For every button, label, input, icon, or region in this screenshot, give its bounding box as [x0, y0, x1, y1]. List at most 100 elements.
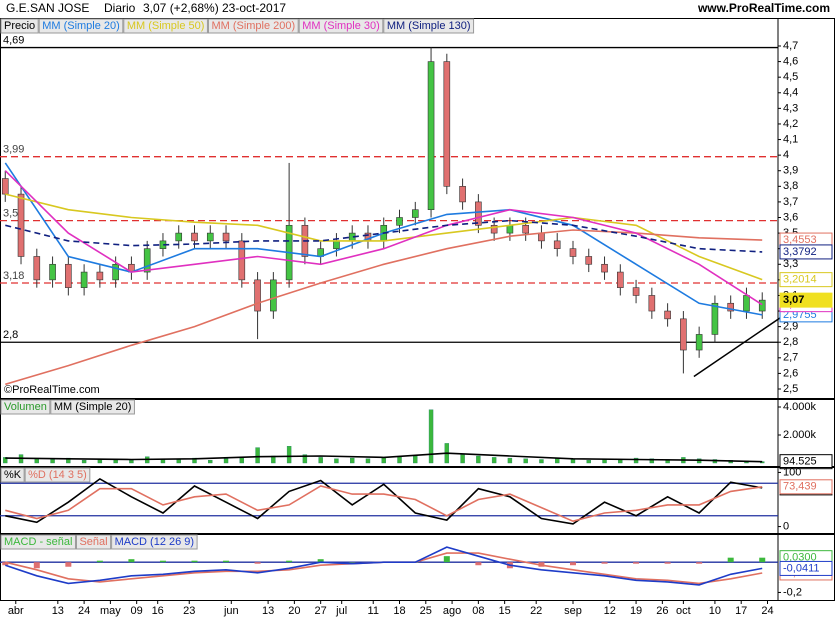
volume-bar [507, 457, 513, 464]
legend-entry: MM (Simple 130) [387, 20, 471, 32]
legend-box [0, 467, 25, 483]
volume-bar [129, 460, 134, 464]
y-tick-label: 4,7 [783, 40, 798, 52]
legend-box [0, 534, 76, 550]
x-tick-label: sep [564, 605, 582, 617]
volume-bar [255, 447, 260, 464]
period: Diario [104, 1, 136, 15]
value-label: 3,2014 [783, 274, 817, 286]
series-line [5, 546, 763, 586]
series-line [5, 477, 763, 525]
series-line [5, 193, 763, 281]
y-tick-label: 3,9 [783, 165, 798, 177]
x-tick-label: ago [443, 605, 461, 617]
candle-body [601, 263, 608, 273]
x-tick-label: 20 [288, 605, 300, 617]
candle-body [569, 248, 577, 257]
candle-body [758, 299, 766, 312]
volume-bar [381, 457, 386, 464]
x-tick-label: 09 [131, 605, 143, 617]
volume-bar [523, 458, 528, 464]
candle-body [553, 240, 561, 249]
legend-entry: MACD - señal [4, 536, 72, 548]
h-line-label: 2,8 [3, 329, 18, 341]
x-tick-label: 24 [761, 605, 773, 617]
h-line-label: 3,99 [3, 144, 24, 156]
y-tick-label: 4,3 [783, 102, 798, 114]
candle-body [191, 232, 198, 242]
candle-body [1, 178, 9, 195]
legend-entry: MM (Simple 30) [302, 20, 380, 32]
x-tick-label: oct [676, 605, 691, 617]
y-tick-label: -0,2 [783, 586, 802, 598]
candle-body [112, 263, 119, 281]
legend-entry: MM (Simple 50) [127, 20, 205, 32]
y-tick-label: 4,4 [783, 87, 798, 99]
legend-box [75, 534, 112, 550]
legend-entry: %D (14 3 5) [28, 469, 87, 481]
candle-body [333, 240, 340, 249]
legend-box [38, 18, 124, 34]
candle-body [33, 256, 41, 281]
candle-body [711, 302, 719, 335]
histogram-bar [33, 562, 40, 569]
legend-entry: MM (Simple 20) [54, 401, 132, 413]
histogram-bar [65, 562, 72, 567]
x-tick-label: abr [8, 605, 24, 617]
x-tick-label: jun [223, 605, 239, 617]
y-tick-label: 3,8 [783, 180, 798, 192]
histogram-bar [727, 557, 734, 563]
candle-body [506, 224, 514, 234]
histogram-bar [664, 562, 671, 564]
histogram-bar [696, 562, 703, 564]
histogram-bar [96, 560, 103, 563]
histogram-bar [317, 559, 324, 563]
legend-box [0, 399, 51, 415]
candle-body [427, 61, 435, 211]
date: 23-oct-2017 [222, 1, 286, 15]
x-tick-label: 19 [630, 605, 642, 617]
candle-body [49, 263, 56, 281]
legend-entry: Volumen [4, 401, 47, 413]
x-tick-label: 13 [262, 605, 274, 617]
candle-body [411, 209, 419, 218]
candle-body [175, 232, 183, 242]
candle-body [743, 295, 750, 312]
y-tick-label: 4,2 [783, 118, 798, 130]
x-tick-label: 11 [368, 605, 379, 617]
candle-body [490, 224, 498, 234]
volume-bar [176, 459, 181, 464]
y-tick-label: 3,6 [783, 211, 798, 223]
histogram-bar [191, 560, 198, 563]
value-label: 3,4553 [783, 234, 817, 246]
x-tick-label: 17 [735, 605, 747, 617]
candle-body [96, 271, 104, 281]
x-tick-label: 22 [530, 605, 542, 617]
y-tick-label: 2.000k [783, 429, 817, 441]
legend-entry: %K [4, 469, 22, 481]
histogram-bar [633, 562, 640, 564]
candle-body [443, 61, 451, 187]
trend-line [693, 315, 784, 378]
value-label: 0,0300 [783, 552, 817, 564]
y-tick-label: 3,3 [783, 258, 798, 270]
y-tick-label: 2,7 [783, 352, 798, 364]
histogram-bar [128, 559, 135, 563]
y-tick-label: 4,6 [783, 55, 798, 67]
value-label: 73,439 [783, 481, 817, 493]
x-tick-label: 16 [152, 605, 164, 617]
candle-body [222, 232, 230, 242]
y-tick-label: 100 [783, 466, 801, 478]
y-tick-label: 2,5 [783, 383, 798, 395]
value-label-box [779, 560, 833, 576]
value-label: -0,0411 [783, 562, 820, 574]
histogram-bar [349, 562, 356, 563]
candle-body [632, 287, 640, 296]
h-line-label: 4,69 [3, 34, 24, 46]
volume-bar [334, 458, 339, 464]
x-tick-label: jul [335, 605, 347, 617]
candle-body [254, 279, 261, 312]
histogram-bar [443, 556, 450, 563]
